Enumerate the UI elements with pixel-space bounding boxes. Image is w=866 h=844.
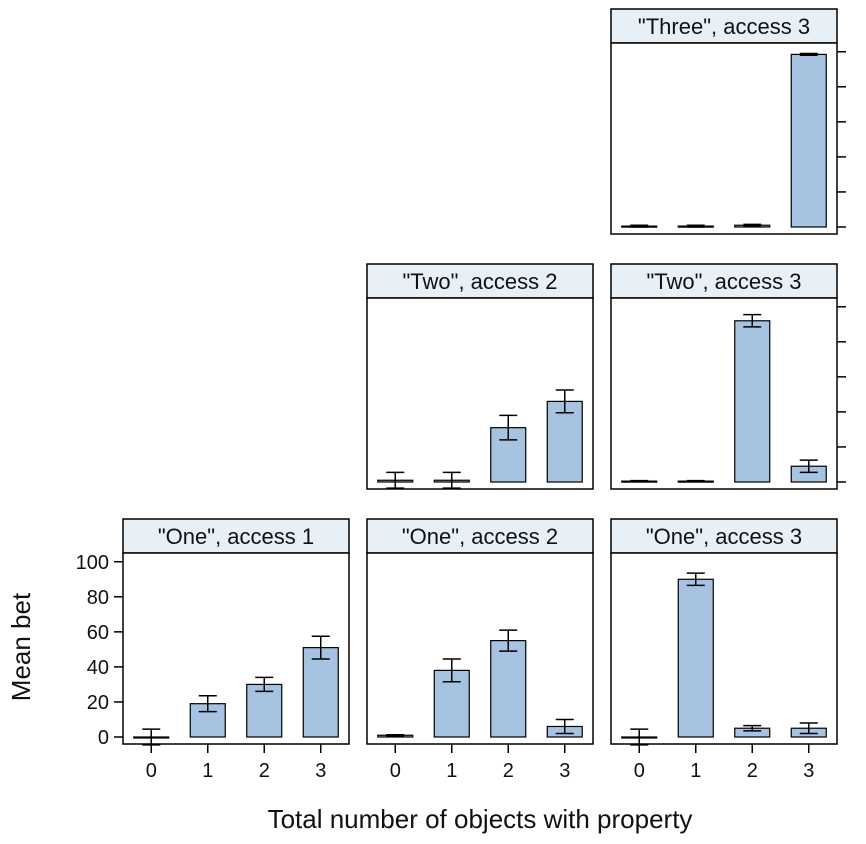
panel: "Two", access 2 xyxy=(366,263,594,490)
x-tick-label: 2 xyxy=(747,760,758,782)
x-axis: 0 1 2 3 0 1 2 3 0 1 2 3 xyxy=(146,744,814,782)
error-bar xyxy=(555,718,574,735)
y-tick-label: 40 xyxy=(87,657,109,679)
x-tick-label: 1 xyxy=(446,760,457,782)
y-tick-label: 20 xyxy=(87,692,109,714)
panel-strip-label: "Two", access 3 xyxy=(646,269,801,294)
panel-strip xyxy=(366,518,594,554)
bar xyxy=(490,640,527,738)
error-bar xyxy=(799,722,818,735)
y-tick-label: 80 xyxy=(87,587,109,609)
error-bar xyxy=(386,733,405,737)
panel: "One", access 2 xyxy=(366,518,594,745)
x-tick-label: 3 xyxy=(803,760,814,782)
x-tick-label: 0 xyxy=(634,760,645,782)
error-bar xyxy=(442,658,461,683)
error-bar xyxy=(499,414,518,441)
error-bar xyxy=(499,629,518,652)
error-bar xyxy=(743,313,762,328)
panel-strip xyxy=(610,8,838,44)
error-bar xyxy=(386,471,405,489)
error-bar xyxy=(799,459,818,474)
x-tick-label: 3 xyxy=(315,760,326,782)
x-axis-title: Total number of objects with property xyxy=(268,804,693,834)
error-bar xyxy=(442,471,461,489)
error-bar xyxy=(198,695,217,713)
panel-strip xyxy=(122,518,350,554)
y-axis-title: Mean bet xyxy=(6,592,36,701)
panel-strip-label: "One", access 2 xyxy=(402,524,558,549)
error-bar xyxy=(255,676,274,693)
x-tick-label: 2 xyxy=(259,760,270,782)
x-tick-label: 0 xyxy=(390,760,401,782)
panel: "Three", access 3 xyxy=(610,8,846,235)
panels-layer: "Three", access 3 "Two", access 2 "Two", a… xyxy=(122,8,846,746)
x-tick-label: 2 xyxy=(503,760,514,782)
bar xyxy=(677,578,714,738)
error-bar xyxy=(743,223,762,227)
y-tick-label: 60 xyxy=(87,622,109,644)
x-tick-label: 0 xyxy=(146,760,157,782)
panel-strip xyxy=(610,263,838,299)
x-tick-label: 3 xyxy=(559,760,570,782)
panel-frame xyxy=(610,552,838,745)
x-tick-label: 1 xyxy=(690,760,701,782)
bar xyxy=(546,400,583,483)
panel-strip-label: "Three", access 3 xyxy=(638,14,810,39)
y-tick-label: 100 xyxy=(76,552,109,574)
bar xyxy=(302,647,339,738)
error-bar xyxy=(686,224,705,228)
panel-strip xyxy=(610,518,838,554)
error-bar xyxy=(555,389,574,414)
error-bar xyxy=(311,635,330,660)
bar xyxy=(246,683,283,738)
bar xyxy=(790,53,827,228)
y-tick-label: 0 xyxy=(98,727,109,749)
panel-strip xyxy=(366,263,594,299)
error-bar xyxy=(686,479,705,483)
panel-strip-label: "One", access 3 xyxy=(646,524,802,549)
panel-strip-label: "Two", access 2 xyxy=(402,269,557,294)
error-bar xyxy=(743,724,762,732)
error-bar xyxy=(630,479,649,483)
error-bar xyxy=(799,52,818,57)
error-bar xyxy=(630,224,649,228)
panel: "One", access 1 xyxy=(122,518,350,746)
panel-frame xyxy=(366,552,594,745)
panel-frame xyxy=(610,297,838,490)
bar xyxy=(734,320,771,483)
y-axis: 0 20 40 60 80 100 xyxy=(76,552,123,749)
x-tick-label: 1 xyxy=(202,760,213,782)
panel: "Two", access 3 xyxy=(610,263,846,490)
panel-strip-label: "One", access 1 xyxy=(158,524,314,549)
error-bar xyxy=(686,572,705,587)
panel: "One", access 3 xyxy=(610,518,838,746)
